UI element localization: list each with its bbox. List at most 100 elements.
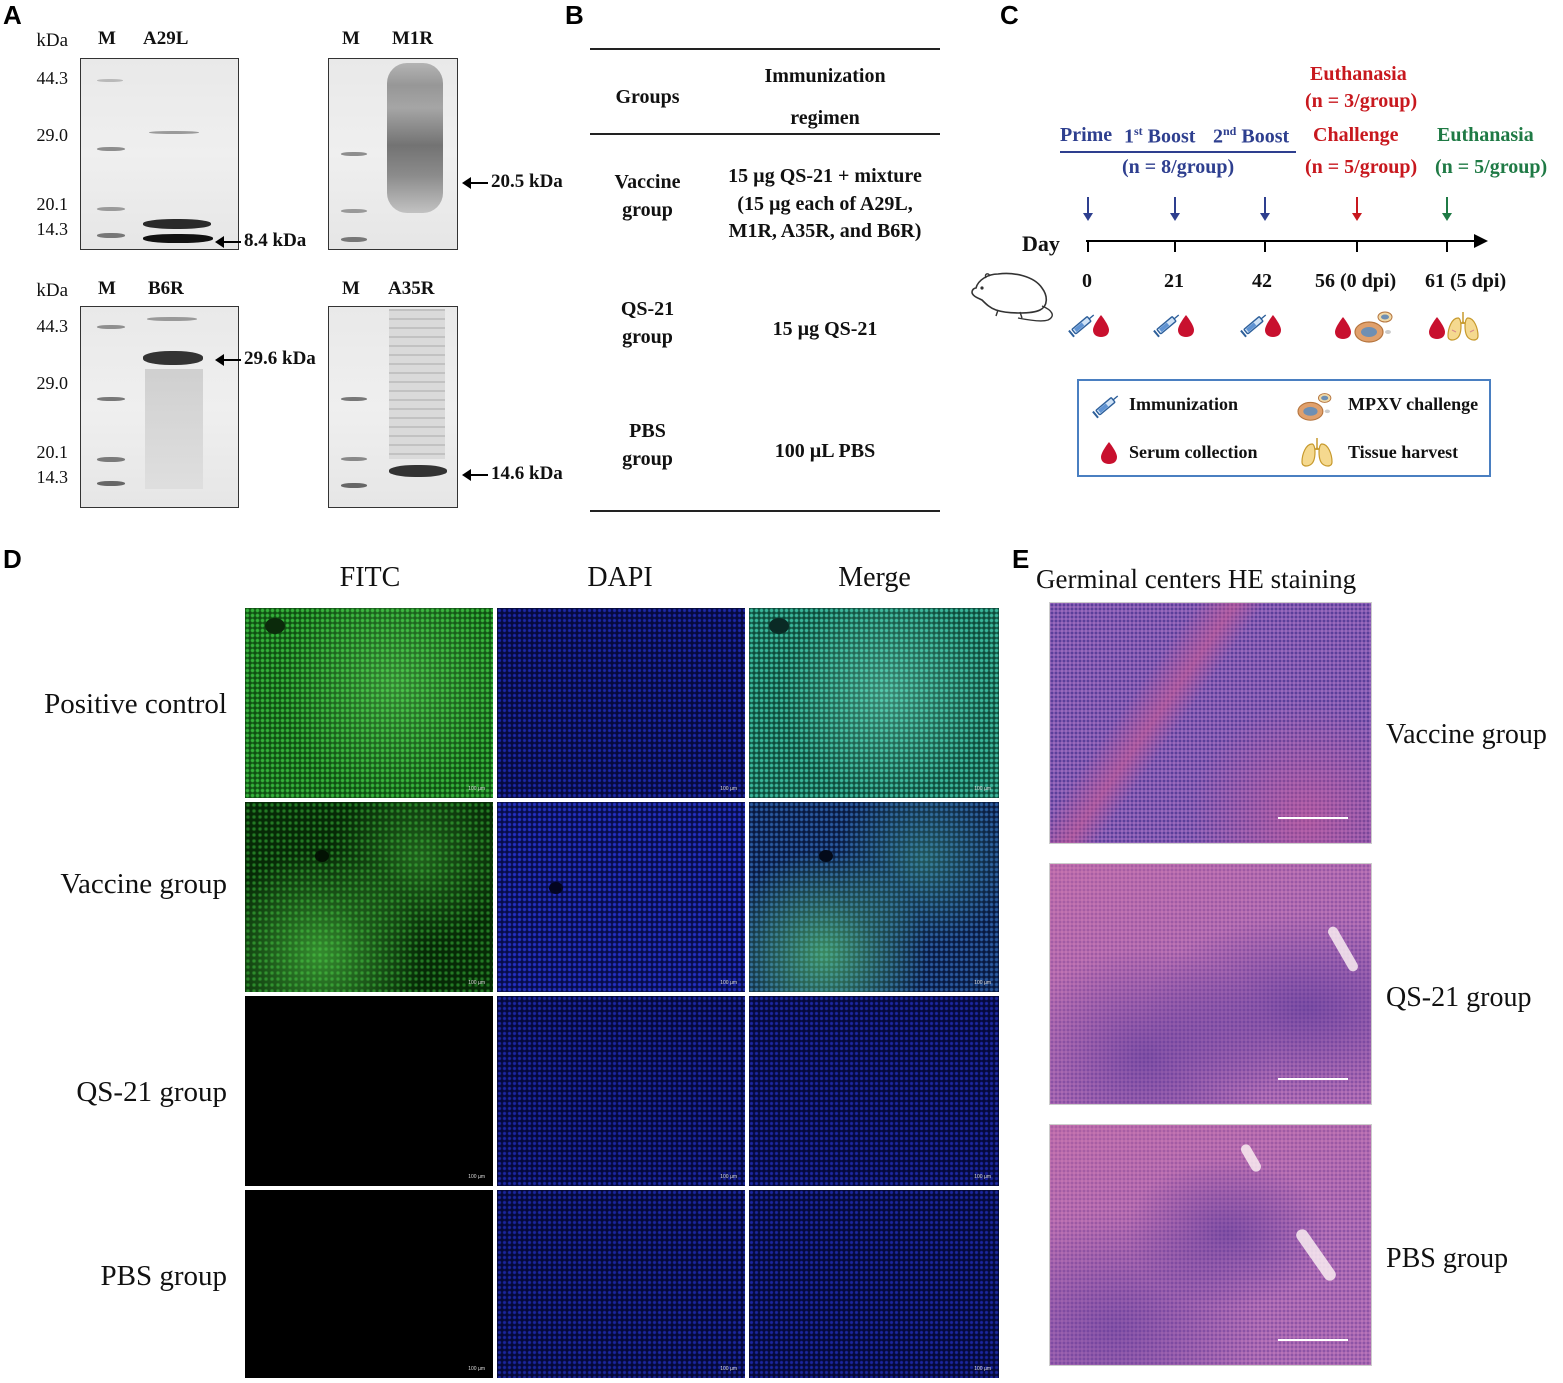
gel-m1r-label: M1R — [392, 28, 434, 49]
gel-a29l-label: A29L — [143, 28, 189, 49]
day-value: 21 — [1164, 270, 1184, 292]
table-header-regimen: regimen — [790, 107, 860, 129]
down-arrow-icon — [1442, 197, 1452, 221]
mw-marker: 29.0 — [36, 125, 69, 145]
prime-label: Prime — [1060, 124, 1113, 146]
table-regimen-cell: (15 µg each of A29L, — [737, 193, 913, 215]
mw-marker: 20.1 — [36, 194, 69, 214]
micrograph-merge-vaccine: 100 µm — [748, 801, 1000, 993]
mw-marker: 44.3 — [36, 316, 69, 336]
panel-e-title: Germinal centers HE staining — [1036, 564, 1357, 594]
euthanasia-1-n: (n = 3/group) — [1305, 90, 1418, 112]
blood-drop-icon — [1265, 315, 1281, 337]
mw-marker: 44.3 — [36, 68, 69, 88]
micrograph-merge-positive: 100 µm — [748, 607, 1000, 799]
table-group-cell: group — [622, 199, 673, 221]
gel-a35r-image — [328, 306, 458, 508]
euthanasia-2-n: (n = 5/group) — [1435, 156, 1548, 178]
legend-serum: Serum collection — [1129, 442, 1258, 462]
panel-e-letter: E — [1012, 544, 1030, 574]
gel-a35r-label: A35R — [388, 278, 435, 299]
legend-immunization: Immunization — [1129, 394, 1239, 414]
gel-b6r-label: B6R — [148, 278, 184, 299]
row-label-qs21-group: QS-21 group — [76, 1076, 227, 1108]
blood-drop-icon — [1429, 317, 1445, 339]
table-group-cell: group — [622, 326, 673, 348]
micrograph-merge-qs21: 100 µm — [748, 995, 1000, 1187]
timeline-legend — [1077, 379, 1491, 477]
euthanasia-1-label: Euthanasia — [1310, 63, 1407, 85]
down-arrow-icon — [1260, 197, 1270, 221]
gel-m1r-image — [328, 58, 458, 250]
size-label-b6r: 29.6 kDa — [215, 348, 316, 370]
row-label-pbs-group: PBS group — [1386, 1243, 1509, 1274]
day-value: 42 — [1252, 270, 1272, 292]
euthanasia-2-label: Euthanasia — [1437, 124, 1534, 146]
table-group-cell: group — [622, 448, 673, 470]
size-label-m1r: 20.5 kDa — [462, 171, 563, 193]
challenge-n: (n = 5/group) — [1305, 156, 1418, 178]
micrograph-dapi-positive: 100 µm — [496, 607, 746, 799]
size-label-a29l: 8.4 kDa — [215, 230, 306, 252]
panel-d-letter: D — [3, 544, 22, 574]
marker-lane-label: M — [342, 28, 360, 49]
mw-marker: 14.3 — [36, 219, 69, 239]
he-image-qs21 — [1049, 863, 1372, 1105]
column-header-merge: Merge — [838, 562, 911, 593]
blood-drop-icon — [1101, 442, 1117, 464]
virus-icon — [1297, 393, 1332, 421]
blood-drop-icon — [1178, 315, 1194, 337]
table-group-cell: PBS — [629, 420, 666, 442]
table-regimen-cell: M1R, A35R, and B6R) — [728, 220, 922, 242]
micrograph-fitc-pbs: 100 µm — [244, 1189, 494, 1379]
table-bottom-rule — [590, 510, 940, 512]
he-image-vaccine — [1049, 602, 1372, 844]
micrograph-fitc-qs21: 100 µm — [244, 995, 494, 1187]
marker-lane-label: M — [98, 278, 116, 299]
marker-lane-label: M — [342, 278, 360, 299]
timeline-tick — [1356, 240, 1358, 252]
row-label-qs21-group: QS-21 group — [1386, 982, 1532, 1013]
table-top-rule — [590, 48, 940, 50]
challenge-label: Challenge — [1313, 124, 1399, 146]
day-label: Day — [1022, 231, 1060, 256]
gel-a29l-image — [80, 58, 239, 250]
row-label-vaccine-group: Vaccine group — [60, 868, 227, 900]
micrograph-dapi-qs21: 100 µm — [496, 995, 746, 1187]
he-image-pbs — [1049, 1124, 1372, 1366]
row-label-positive-control: Positive control — [44, 688, 227, 720]
mouse-icon — [971, 272, 1053, 322]
immunization-n: (n = 8/group) — [1122, 156, 1235, 178]
timeline-tick — [1446, 240, 1448, 252]
immunization-bracket-line — [1060, 151, 1296, 153]
column-header-fitc: FITC — [339, 562, 401, 593]
syringe-icon — [1240, 314, 1267, 338]
mw-marker: 29.0 — [36, 373, 69, 393]
marker-lane-label: M — [98, 28, 116, 49]
table-header-regimen: Immunization — [764, 65, 886, 87]
micrograph-dapi-vaccine: 100 µm — [496, 801, 746, 993]
table-regimen-cell: 15 µg QS-21 — [772, 318, 878, 340]
legend-tissue: Tissue harvest — [1348, 442, 1459, 462]
timeline-tick — [1087, 240, 1089, 252]
timeline-tick — [1174, 240, 1176, 252]
column-header-dapi: DAPI — [587, 562, 653, 593]
panel-a-letter: A — [3, 0, 22, 30]
micrograph-merge-pbs: 100 µm — [748, 1189, 1000, 1379]
syringe-icon — [1068, 314, 1095, 338]
micrograph-dapi-pbs: 100 µm — [496, 1189, 746, 1379]
lungs-icon — [1447, 312, 1479, 341]
table-header-rule — [590, 133, 940, 135]
kda-label: kDa — [36, 280, 68, 301]
legend-challenge: MPXV challenge — [1348, 394, 1479, 414]
down-arrow-icon — [1170, 197, 1180, 221]
mw-marker: 14.3 — [36, 467, 69, 487]
gel-b6r-image — [80, 306, 239, 508]
table-group-cell: QS-21 — [620, 298, 675, 320]
lungs-icon — [1301, 438, 1333, 467]
table-regimen-cell: 100 µL PBS — [774, 440, 876, 462]
row-label-pbs-group: PBS group — [100, 1260, 227, 1292]
down-arrow-icon — [1083, 197, 1093, 221]
panel-c-letter: C — [1000, 0, 1019, 30]
syringe-icon — [1092, 395, 1119, 419]
